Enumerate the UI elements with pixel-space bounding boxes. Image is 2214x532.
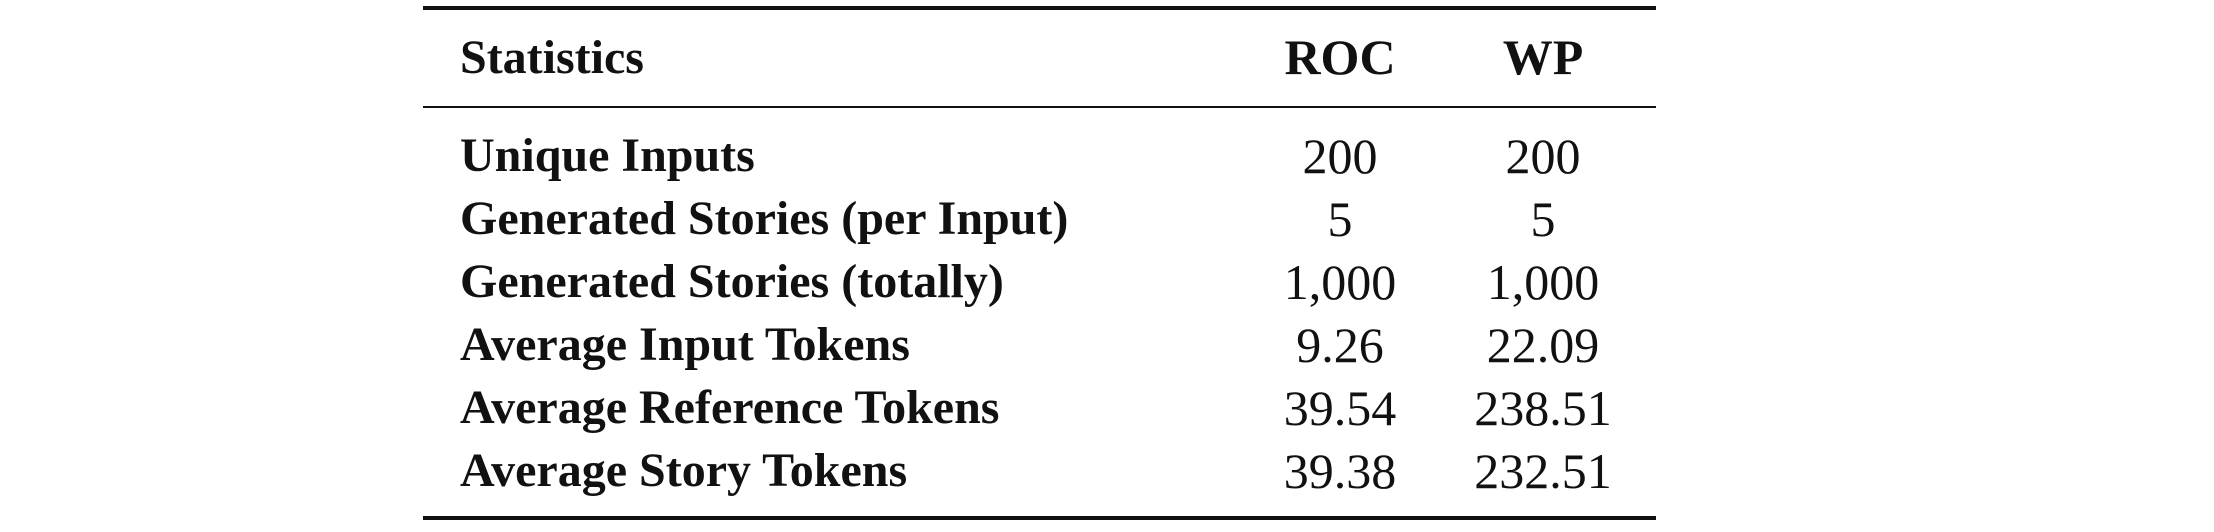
table-row: Average Reference Tokens 39.54 238.51: [423, 376, 1656, 439]
header-roc: ROC: [1284, 29, 1396, 85]
table-row: Average Input Tokens 9.26 22.09: [423, 313, 1656, 376]
table-header-row: Statistics ROC WP: [423, 10, 1656, 104]
table-row: Generated Stories (totally) 1,000 1,000: [423, 250, 1656, 313]
table-row: Generated Stories (per Input) 5 5: [423, 187, 1656, 250]
row-roc-value: 5: [1327, 190, 1353, 247]
row-label: Average Reference Tokens: [460, 381, 1000, 434]
statistics-table: Statistics ROC WP Unique Inputs 200 200 …: [423, 6, 1656, 520]
row-wp-value: 5: [1530, 190, 1556, 247]
row-label: Generated Stories (per Input): [460, 192, 1069, 245]
row-wp-value: 238.51: [1474, 379, 1612, 436]
row-wp-value: 1,000: [1486, 253, 1600, 310]
row-roc-value: 200: [1302, 127, 1378, 184]
row-roc-value: 9.26: [1296, 316, 1384, 373]
top-rule: [423, 6, 1656, 10]
header-rule: [423, 106, 1656, 108]
row-label: Average Input Tokens: [460, 318, 910, 371]
header-wp: WP: [1502, 29, 1584, 85]
bottom-rule: [423, 516, 1656, 520]
row-roc-value: 1,000: [1283, 253, 1397, 310]
table-row: Unique Inputs 200 200: [423, 124, 1656, 187]
row-wp-value: 232.51: [1474, 442, 1612, 499]
header-statistics: Statistics: [460, 30, 644, 84]
row-roc-value: 39.54: [1283, 379, 1397, 436]
table-body: Unique Inputs 200 200 Generated Stories …: [423, 108, 1656, 502]
row-wp-value: 200: [1505, 127, 1581, 184]
row-wp-value: 22.09: [1486, 316, 1600, 373]
row-label: Unique Inputs: [460, 129, 755, 182]
row-label: Generated Stories (totally): [460, 255, 1004, 308]
table-row: Average Story Tokens 39.38 232.51: [423, 439, 1656, 502]
row-roc-value: 39.38: [1283, 442, 1397, 499]
row-label: Average Story Tokens: [460, 444, 908, 497]
